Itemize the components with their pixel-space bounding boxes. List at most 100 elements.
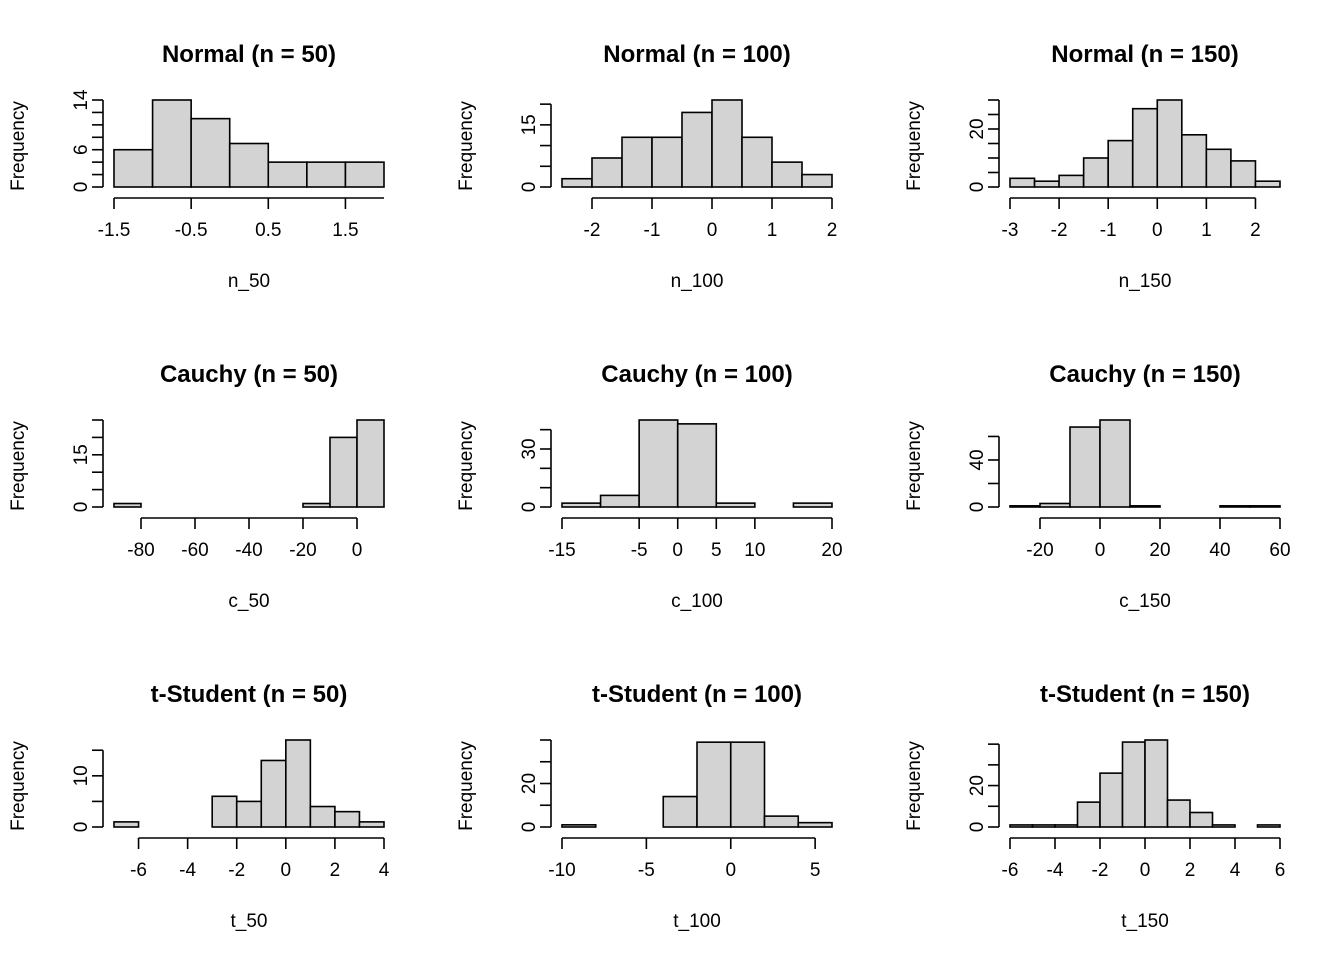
histogram-bar <box>715 502 756 508</box>
x-axis-label: t_100 <box>673 911 721 932</box>
histogram-bar <box>763 815 800 828</box>
x-axis-label: t_150 <box>1121 911 1169 932</box>
histogram-bar <box>358 821 385 828</box>
x-tick-label: 0 <box>725 860 736 881</box>
y-tick-label: 15 <box>519 114 540 135</box>
y-tick-label: 20 <box>967 775 988 796</box>
panel-3: Cauchy (n = 50) -80 -60 -40 -20 0 0 15 c_50 Frequ… <box>8 361 385 612</box>
y-tick-label: 15 <box>71 444 92 465</box>
histogram-bar <box>1156 99 1183 188</box>
panel-title: t-Student (n = 100) <box>592 681 802 708</box>
histogram-bar <box>1189 811 1214 828</box>
x-axis-label: n_150 <box>1119 271 1172 292</box>
panel-6: t-Student (n = 50) -6 -4 -2 0 2 4 0 10 t_50 Freque… <box>8 681 390 932</box>
histogram-bar <box>797 821 833 828</box>
x-tick-label: 20 <box>1149 540 1170 561</box>
x-tick-label: -80 <box>127 540 154 561</box>
y-tick-label: 0 <box>71 822 92 833</box>
histogram-bar <box>356 419 385 508</box>
histogram-bar <box>228 142 270 188</box>
histogram-bar <box>344 161 385 188</box>
histogram-bar <box>651 136 683 188</box>
x-tick-label: 20 <box>821 540 842 561</box>
x-tick-label: -6 <box>1002 860 1019 881</box>
y-tick-label: 14 <box>71 89 92 111</box>
x-tick-label: -6 <box>130 860 147 881</box>
histogram-bar <box>306 161 347 188</box>
histogram-bar <box>302 502 331 508</box>
histogram-bar <box>771 161 803 188</box>
panel-0: Normal (n = 50) -1.5 -0.5 0.5 1.5 0 6 14 n_50 Fre… <box>8 41 385 292</box>
histogram-bar <box>1082 157 1109 188</box>
panel-7: t-Student (n = 100) -10 -5 0 5 0 20 t_100 Freque… <box>456 681 833 932</box>
histogram-bar <box>151 99 192 188</box>
x-tick-label: -15 <box>548 540 575 561</box>
histogram-bar <box>1054 824 1079 828</box>
panel-title: Cauchy (n = 150) <box>1049 361 1240 388</box>
x-axis-label: c_150 <box>1119 591 1171 612</box>
panel-title: Normal (n = 150) <box>1051 41 1238 68</box>
y-axis-label: Frequency <box>456 741 477 831</box>
x-axis-label: n_50 <box>228 271 270 292</box>
y-tick-label: 0 <box>71 182 92 193</box>
x-tick-label: 4 <box>1230 860 1241 881</box>
x-tick-label: -20 <box>1026 540 1053 561</box>
x-tick-label: 1.5 <box>332 220 358 241</box>
y-tick-label: 30 <box>519 438 540 459</box>
histogram-bar <box>561 502 602 508</box>
histogram-bar <box>621 136 653 188</box>
y-axis-label: Frequency <box>8 421 29 511</box>
histogram-bar <box>1039 502 1071 508</box>
panel-title: Normal (n = 50) <box>162 41 336 68</box>
x-tick-label: 2 <box>1185 860 1196 881</box>
histogram-bar <box>801 173 833 188</box>
histogram-bar <box>729 741 766 828</box>
panel-2: Normal (n = 150)-3 -2 -1 0 1 2020n_150Frequen… <box>904 41 1281 292</box>
histogram-bar <box>1107 139 1134 188</box>
y-tick-label: 0 <box>519 822 540 833</box>
histogram-bar <box>329 436 358 508</box>
histogram-bar <box>1211 824 1236 828</box>
histogram-bar <box>1205 148 1232 188</box>
panel-title: Cauchy (n = 50) <box>160 361 338 388</box>
histogram-bar <box>1058 174 1085 188</box>
histogram-bar <box>1219 505 1251 508</box>
x-tick-label: -1.5 <box>98 220 131 241</box>
x-axis-label: c_100 <box>671 591 723 612</box>
histogram-bar <box>711 99 743 188</box>
panel-title: Normal (n = 100) <box>603 41 790 68</box>
y-axis-label: Frequency <box>904 421 925 511</box>
histogram-bar <box>1009 177 1036 188</box>
histogram-bar <box>1099 772 1124 828</box>
y-tick-label: 0 <box>967 182 988 193</box>
y-axis-label: Frequency <box>904 101 925 191</box>
panel-5: Cauchy (n = 150) -20 0 20 40 60 0 40 c_150 Freque… <box>904 361 1291 612</box>
histogram-bar <box>334 810 361 828</box>
x-tick-label: -60 <box>181 540 208 561</box>
x-tick-label: -2 <box>1051 220 1068 241</box>
x-tick-label: 60 <box>1269 540 1290 561</box>
histogram-bar <box>1099 419 1131 508</box>
y-tick-label: 0 <box>519 182 540 193</box>
histogram-bar <box>285 739 312 828</box>
histogram-bar <box>662 795 698 828</box>
histogram-bar <box>1121 741 1146 828</box>
histogram-bar <box>113 821 140 828</box>
x-tick-label: -5 <box>631 540 648 561</box>
panel-title: t-Student (n = 150) <box>1040 681 1250 708</box>
y-tick-label: 0 <box>967 822 988 833</box>
histogram-bar <box>792 502 833 508</box>
x-tick-label: 1 <box>1201 220 1212 241</box>
x-tick-label: 2 <box>330 860 341 881</box>
histogram-bar <box>1129 505 1161 508</box>
panel-title: Cauchy (n = 100) <box>601 361 792 388</box>
histogram-bar <box>561 824 597 828</box>
histogram-bar <box>211 795 238 828</box>
x-tick-label: 1 <box>767 220 778 241</box>
y-tick-label: 0 <box>71 502 92 513</box>
histogram-bar <box>561 177 593 188</box>
histogram-bar <box>1009 505 1041 508</box>
x-tick-label: 0 <box>672 540 683 561</box>
panel-8: t-Student (n = 150) -6 -4 -2 0 2 4 6 0 20 t_150 Fre… <box>904 681 1285 932</box>
